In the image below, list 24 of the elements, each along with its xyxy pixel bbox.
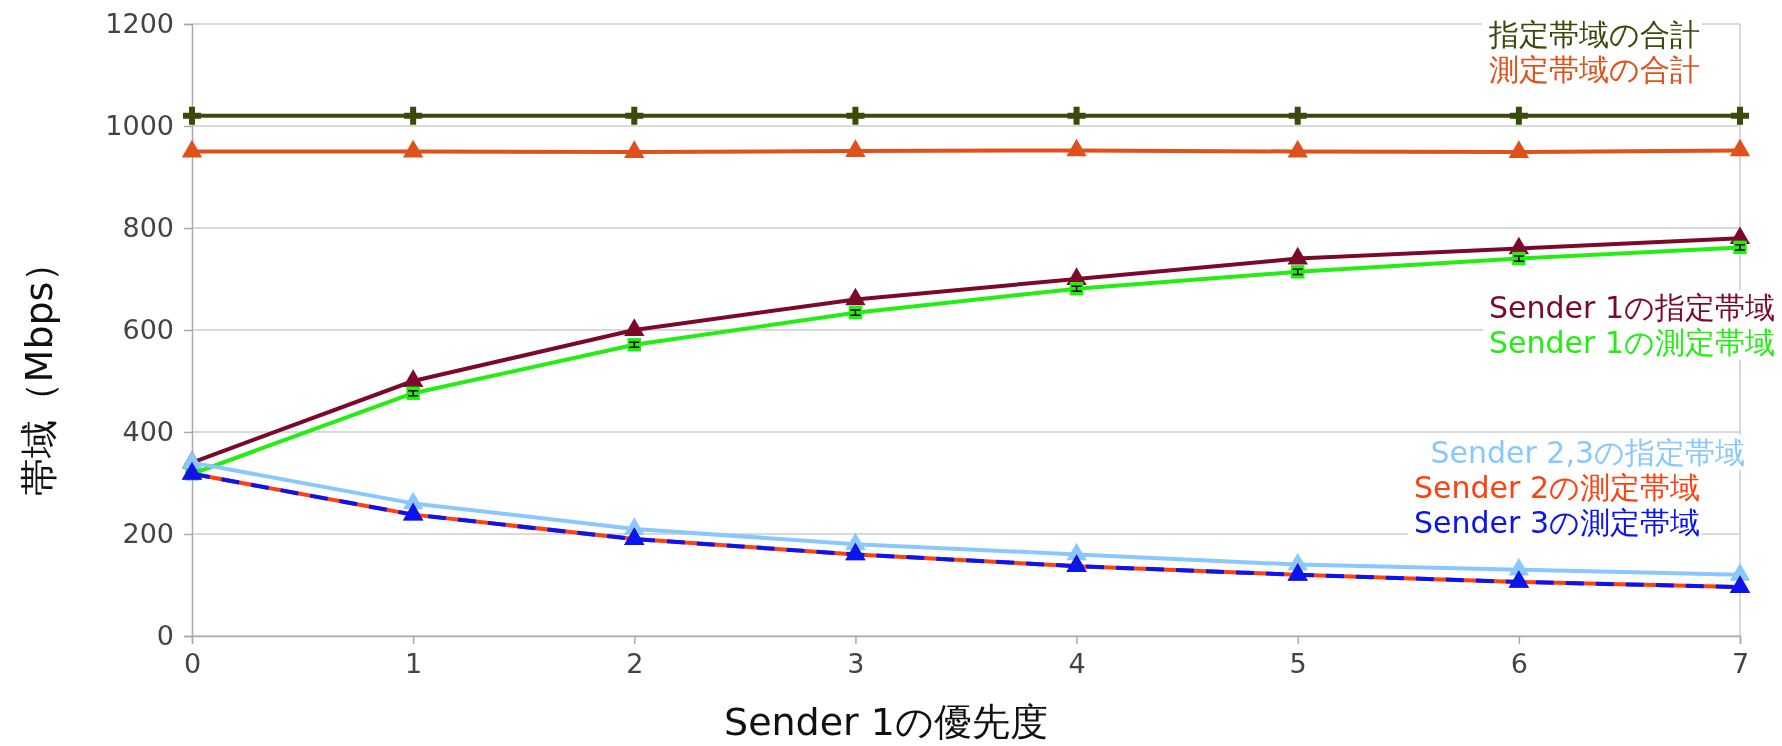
- x-tick-label: 2: [626, 648, 644, 680]
- y-tick-label: 800: [122, 212, 174, 244]
- x-tick-label: 6: [1510, 648, 1528, 680]
- x-tick-label: 1: [405, 648, 423, 680]
- text: 指定帯域の合計: [1488, 17, 1700, 52]
- x-tick-label: 7: [1731, 648, 1750, 680]
- x-axis-title: Sender 1の優先度: [724, 700, 1048, 744]
- text: Sender 1の測定帯域: [1489, 325, 1775, 360]
- series-label: Sender 3の測定帯域: [1414, 505, 1700, 540]
- y-tick-label: 1000: [105, 110, 174, 142]
- x-tick-label: 0: [183, 648, 202, 680]
- x-tick-label: 4: [1068, 648, 1086, 680]
- series-label: Sender 1の指定帯域: [1489, 290, 1775, 325]
- y-tick-label: 600: [122, 314, 174, 346]
- text: 測定帯域の合計: [1489, 52, 1700, 87]
- text: Sender 2,3の指定帯域: [1430, 435, 1745, 470]
- y-tick-label: 1200: [105, 8, 174, 40]
- text: Sender 2の測定帯域: [1414, 470, 1700, 505]
- x-tick-label: 3: [847, 648, 865, 680]
- y-tick-label: 0: [156, 620, 174, 652]
- x-tick-label: 5: [1289, 648, 1307, 680]
- y-tick-label: 200: [122, 518, 174, 550]
- y-tick-label: 400: [122, 416, 174, 448]
- y-axis-title: 帯域（Mbps）: [17, 243, 61, 497]
